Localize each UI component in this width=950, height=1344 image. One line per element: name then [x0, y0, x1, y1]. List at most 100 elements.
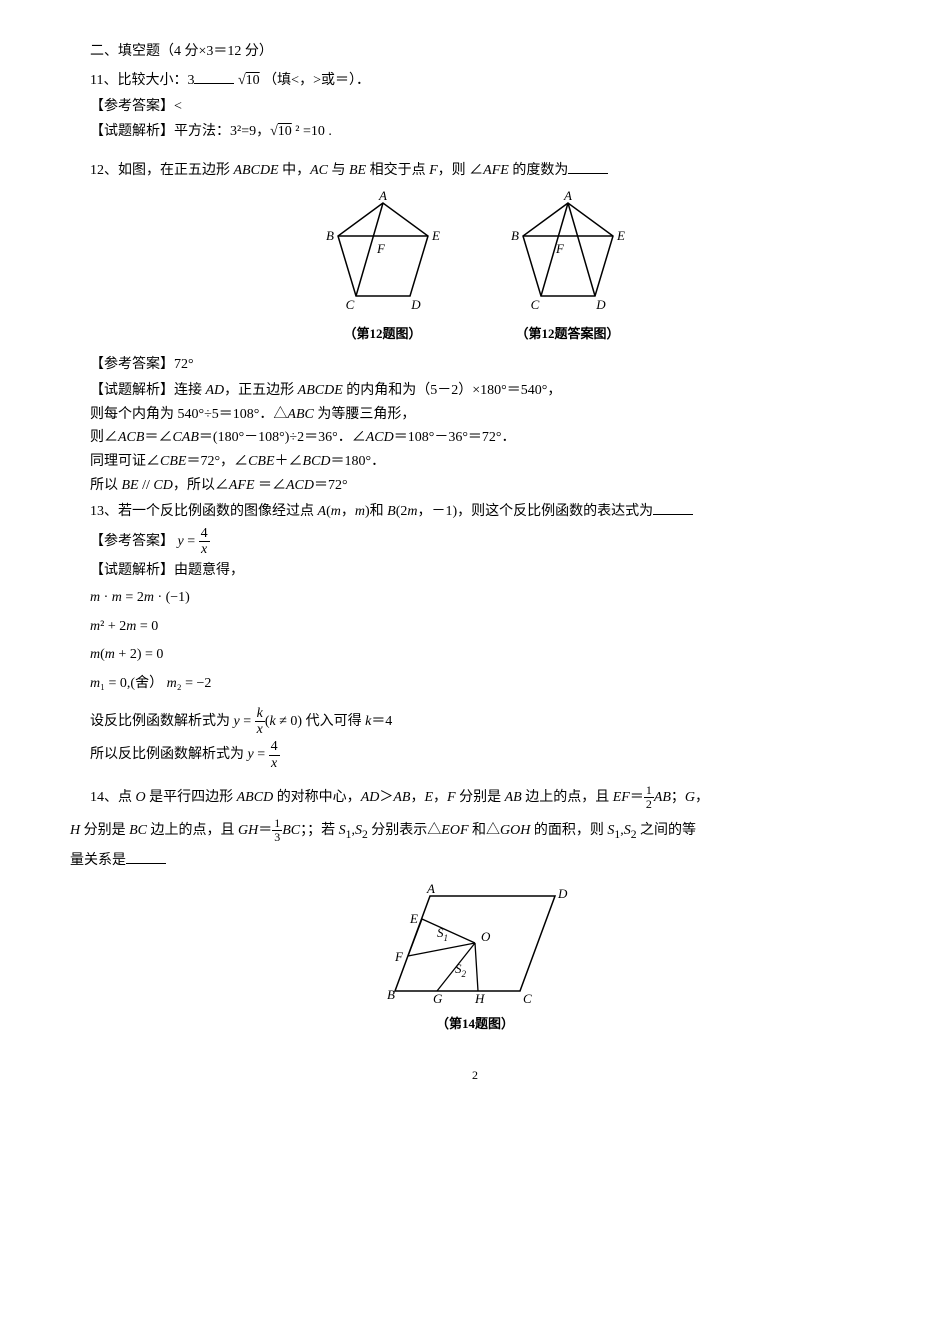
eq1-a: m	[90, 590, 100, 605]
set-c: ≠ 0) 代入可得	[276, 714, 365, 729]
p12-l5acd: ACD	[286, 478, 314, 493]
eq4-c: ₂ = −2	[177, 676, 212, 691]
eq2-a2: m	[126, 619, 136, 634]
f2d: 3	[272, 831, 282, 844]
problem-13: 13、若一个反比例函数的图像经过点 A(m，m)和 B(2m，－1)，则这个反比…	[90, 500, 860, 524]
p14-q: 分别表示△	[368, 823, 442, 838]
p12-f: F	[429, 163, 438, 178]
page-number: 2	[90, 1065, 860, 1085]
p12-abc: ABC	[287, 407, 313, 422]
p14-r: 和△	[469, 823, 501, 838]
set-num: k	[255, 706, 265, 722]
p14-goh: GOH	[500, 823, 530, 838]
figure-row-14: A D B C E F G H O S1 S2 （第14题图）	[90, 881, 860, 1035]
p12-l3a: 则∠	[90, 430, 118, 445]
p14-eof: EOF	[441, 823, 468, 838]
p14-g: 分别是	[456, 790, 505, 805]
p13-m2: m	[355, 504, 365, 519]
p12-l1c: 的内角和为（5－2）×180°＝540°，	[343, 383, 562, 398]
pt-E2: E	[616, 228, 625, 243]
eq4-a2: m	[167, 676, 177, 691]
eq1-a2: m	[112, 590, 122, 605]
pt-D: D	[410, 297, 421, 312]
p12-l4c: ＋∠	[275, 454, 303, 469]
p13-m1: m	[331, 504, 341, 519]
so-den: x	[269, 756, 280, 771]
p14-m: 边上的点，且	[147, 823, 238, 838]
p12-b: 中，	[279, 163, 311, 178]
fig12-caption1: （第12题图）	[343, 323, 421, 345]
p12-e: ，则 ∠	[438, 163, 484, 178]
eq2-b: ² + 2	[100, 619, 126, 634]
p14-ad: AD	[361, 790, 380, 805]
p12-l2: 则每个内角为 540°÷5＝108°．△	[90, 407, 287, 422]
p14-G: G	[685, 790, 695, 805]
pt-O: O	[481, 929, 491, 944]
pt-B: B	[387, 987, 395, 1002]
pt-C2: C	[530, 297, 539, 312]
frac-4-x: 4x	[199, 526, 210, 558]
p12-analysis: 【试题解析】连接 AD，正五边形 ABCDE 的内角和为（5－2）×180°＝5…	[90, 379, 860, 498]
p14-s2b: S	[624, 823, 631, 838]
pt-C: C	[523, 991, 532, 1006]
S2: S2	[455, 961, 467, 979]
p14-s2: S	[355, 823, 362, 838]
p12-l3c: ＝(180°－108°)÷2＝36°．∠	[199, 430, 366, 445]
pt-F: F	[376, 241, 386, 256]
p11-text-b: （填<，>或＝）．	[263, 73, 370, 88]
blank	[568, 159, 608, 174]
so-eq: =	[254, 748, 269, 763]
p14-l: 分别是	[80, 823, 129, 838]
p12-l3b: ＝∠	[144, 430, 172, 445]
p12-l4a: 同理可证∠	[90, 454, 160, 469]
p12-l5d: ＝72°	[314, 478, 348, 493]
p12-l5a: 所以	[90, 478, 122, 493]
so-a: 所以反比例函数解析式为	[90, 748, 248, 763]
pentagon-1: A B C D E F	[308, 191, 458, 321]
p14-abcd: ABCD	[237, 790, 274, 805]
p12-afe: AFE	[483, 163, 509, 178]
frac-1-2: 12	[644, 784, 654, 811]
p14-line3: 量关系是	[70, 853, 126, 868]
p12-l5be: BE	[122, 478, 139, 493]
p13-answer: 【参考答案】 y = 4x	[90, 526, 860, 558]
frac-num: 4	[199, 526, 210, 542]
pt-G: G	[433, 991, 443, 1006]
eq4-a: m	[90, 676, 100, 691]
p14-k: ，	[695, 790, 709, 805]
set-a: 设反比例函数解析式为	[90, 714, 234, 729]
frac-4-x-2: 4x	[269, 739, 280, 771]
p11-analysis: 【试题解析】平方法：3²=9，10 ² =10 .	[90, 120, 860, 144]
p11-sqrt-sq: ² =10 .	[292, 124, 332, 139]
problem-14-line3: 量关系是	[70, 849, 860, 873]
pt-C: C	[345, 297, 354, 312]
p12-ac: AC	[310, 163, 328, 178]
eq4-b: ₁ = 0,(舍）	[100, 676, 166, 691]
p13-analysis: 【试题解析】由题意得，	[90, 559, 860, 583]
eq2-c: = 0	[136, 619, 158, 634]
blank	[194, 69, 234, 84]
p14-ef: EF	[613, 790, 630, 805]
so-num: 4	[269, 739, 280, 755]
set-den: x	[255, 722, 265, 737]
eq1-a3: m	[144, 590, 154, 605]
p12-l1b: ，正五边形	[224, 383, 298, 398]
p13-so: 所以反比例函数解析式为 y = 4x	[90, 739, 860, 771]
problem-14-line2: H 分别是 BC 边上的点，且 GH＝13BC；；若 S1,S2 分别表示△EO…	[70, 816, 860, 847]
frac-k-x: kx	[255, 706, 265, 738]
p12-l4b: ＝72°，∠	[186, 454, 248, 469]
p13-a: 13、若一个反比例函数的图像经过点	[90, 504, 318, 519]
pt-F2: F	[555, 241, 565, 256]
p12-cbe2: CBE	[248, 454, 274, 469]
pentagon-2: A B C D E F	[493, 191, 643, 321]
p14-h: 边上的点，且	[522, 790, 613, 805]
f1n: 1	[644, 784, 654, 798]
p14-F: F	[447, 790, 456, 805]
pt-A2: A	[563, 191, 572, 203]
f1d: 2	[644, 798, 654, 811]
p14-d: ＞	[379, 790, 393, 805]
S1: S1	[437, 925, 448, 943]
p14-a: 14、点	[90, 790, 136, 805]
p12-l5afe: AFE	[229, 478, 255, 493]
p11-answer: 【参考答案】<	[90, 95, 860, 119]
